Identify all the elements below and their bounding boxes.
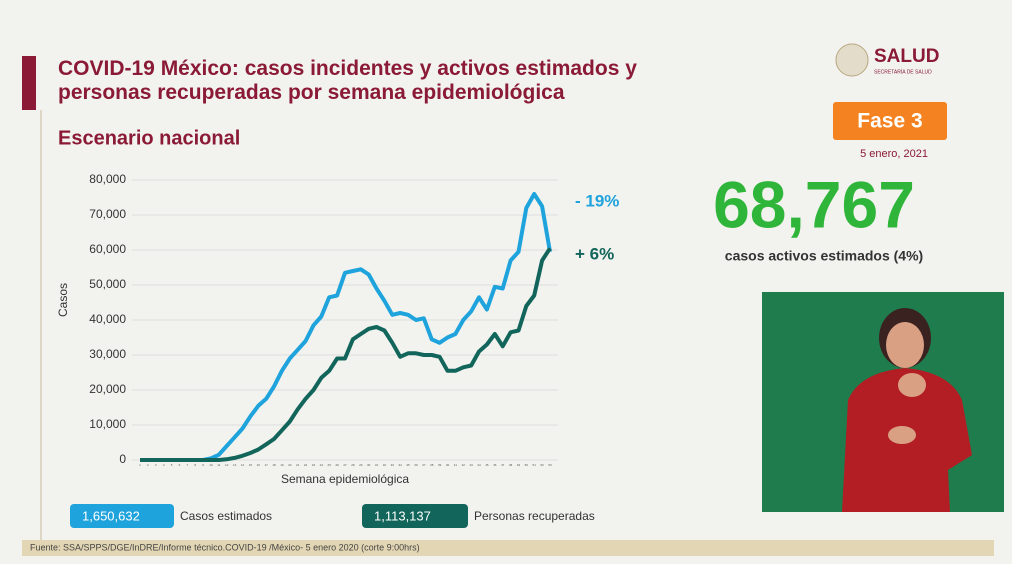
- logo-emblem: [835, 43, 869, 77]
- x-tick-label: 17: [264, 463, 268, 467]
- x-tick-label: 43: [469, 463, 473, 467]
- x-tick-label: 22: [304, 463, 308, 467]
- x-tick-label: 47: [501, 463, 505, 467]
- legend-swatch: [362, 504, 468, 528]
- accent-bar: [22, 56, 36, 110]
- logo-subtext: SECRETARÍA DE SALUD: [874, 68, 932, 75]
- x-tick-label: 4: [163, 463, 165, 467]
- change-annotation: - 19%: [575, 191, 619, 210]
- legend-label: Casos estimados: [180, 509, 272, 523]
- y-tick-label: 20,000: [89, 382, 126, 396]
- x-tick-label: 52: [540, 463, 544, 467]
- x-tick-label: 1: [139, 463, 141, 467]
- y-tick-label: 30,000: [89, 347, 126, 361]
- phase-badge: [833, 102, 947, 140]
- interpreter-video: [762, 292, 1004, 512]
- x-tick-label: 23: [312, 463, 316, 467]
- y-tick-label: 40,000: [89, 312, 126, 326]
- x-tick-label: 50: [525, 463, 529, 467]
- source-bar: [22, 540, 994, 556]
- x-tick-label: 36: [414, 463, 418, 467]
- x-tick-label: 42: [462, 463, 466, 467]
- y-axis-label: Casos: [56, 283, 70, 317]
- x-tick-label: 44: [477, 463, 481, 467]
- source: Fuente: SSA/SPPS/DGE/InDRE/Informe técni…: [30, 542, 420, 552]
- legend-swatch: [70, 504, 174, 528]
- x-tick-label: 3: [155, 463, 157, 467]
- x-tick-label: 32: [383, 463, 387, 467]
- change-annotation: + 6%: [575, 244, 614, 263]
- x-tick-label: 18: [272, 463, 276, 467]
- x-tick-label: 37: [422, 463, 426, 467]
- legend-label: Personas recuperadas: [474, 509, 595, 523]
- x-tick-label: 16: [257, 463, 261, 467]
- x-tick-label: 14: [241, 463, 245, 467]
- x-axis-label: Semana epidemiológica: [281, 472, 409, 486]
- chart-title: COVID-19 México: casos incidentes y acti…: [58, 57, 637, 104]
- x-tick-label: 12: [225, 463, 229, 467]
- x-tick-label: 20: [288, 463, 292, 467]
- y-tick-label: 70,000: [89, 207, 126, 221]
- phase-text: Fase 3: [857, 110, 922, 133]
- x-tick-label: 5: [171, 463, 173, 467]
- x-tick-label: 41: [454, 463, 458, 467]
- x-tick-label: 15: [249, 463, 253, 467]
- x-tick-label: 7: [186, 463, 188, 467]
- y-tick-label: 80,000: [89, 172, 126, 186]
- x-tick-label: 51: [533, 463, 537, 467]
- x-tick-label: 6: [179, 463, 181, 467]
- y-tick-label: 10,000: [89, 417, 126, 431]
- x-tick-label: 10: [209, 463, 213, 467]
- x-tick-label: 25: [328, 463, 332, 467]
- x-tick-label: 38: [430, 463, 434, 467]
- x-tick-label: 45: [485, 463, 489, 467]
- x-tick-label: 13: [233, 463, 237, 467]
- person-hand: [888, 426, 916, 444]
- person-hand: [898, 373, 926, 397]
- logo-text: SALUD: [874, 46, 939, 67]
- x-tick-label: 53: [548, 463, 552, 467]
- x-tick-label: 21: [296, 463, 300, 467]
- x-tick-label: 24: [320, 463, 324, 467]
- x-tick-label: 33: [391, 463, 395, 467]
- x-tick-label: 46: [493, 463, 497, 467]
- x-tick-label: 34: [399, 463, 403, 467]
- x-tick-label: 8: [194, 463, 196, 467]
- x-tick-label: 40: [446, 463, 450, 467]
- y-tick-label: 0: [119, 452, 126, 466]
- big-number: 68,767: [713, 167, 915, 241]
- x-tick-label: 27: [343, 463, 347, 467]
- x-tick-label: 29: [359, 463, 363, 467]
- x-tick-label: 39: [438, 463, 442, 467]
- date: 5 enero, 2021: [860, 148, 928, 160]
- chart-subtitle: Escenario nacional: [58, 127, 240, 149]
- x-tick-label: 49: [517, 463, 521, 467]
- y-tick-label: 50,000: [89, 277, 126, 291]
- x-tick-label: 30: [367, 463, 371, 467]
- y-tick-label: 60,000: [89, 242, 126, 256]
- logo: SALUD SECRETARÍA DE SALUD: [835, 43, 939, 77]
- person-face: [886, 322, 924, 368]
- x-tick-label: 31: [375, 463, 379, 467]
- series-line: [140, 247, 552, 462]
- x-tick-label: 11: [217, 463, 220, 467]
- legend-total: 1,113,137: [374, 508, 431, 523]
- x-tick-label: 19: [280, 463, 284, 467]
- x-tick-label: 2: [147, 463, 149, 467]
- big-caption: casos activos estimados (4%): [725, 248, 923, 264]
- x-tick-label: 9: [202, 463, 204, 467]
- legend-total: 1,650,632: [82, 508, 140, 523]
- x-tick-label: 48: [509, 463, 513, 467]
- series-line: [140, 192, 552, 462]
- x-tick-label: 28: [351, 463, 355, 467]
- x-tick-label: 26: [335, 463, 339, 467]
- x-tick-label: 35: [406, 463, 410, 467]
